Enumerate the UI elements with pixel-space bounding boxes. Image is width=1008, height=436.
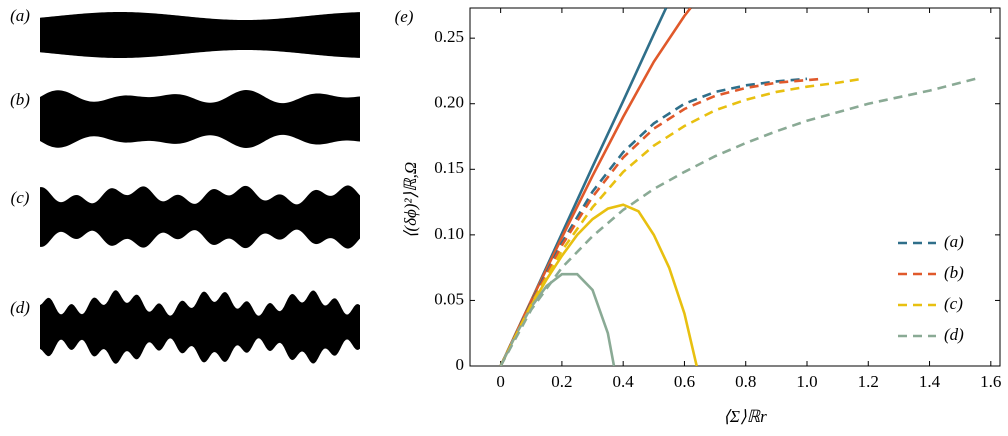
plot-frame (469, 7, 1001, 367)
series-line (499, 77, 863, 366)
series-line (499, 8, 692, 366)
x-tick-label: 0.2 (551, 372, 572, 391)
series-line (499, 77, 823, 366)
series-line (499, 203, 698, 366)
legend-label: (d) (944, 325, 964, 344)
panel-label: (d) (10, 298, 30, 317)
shape (40, 90, 360, 148)
x-tick-label: 0 (496, 372, 505, 391)
series-line (499, 77, 808, 366)
x-tick-label: 0.4 (613, 372, 635, 391)
x-tick-label: 1.2 (858, 372, 879, 391)
y-tick-label: 0.10 (434, 224, 464, 243)
y-tick-label: 0.25 (434, 27, 464, 46)
y-tick-label: 0.15 (434, 158, 464, 177)
shape (40, 290, 360, 364)
x-tick-label: 0.6 (674, 372, 695, 391)
x-axis-label: ⟨Σ⟩ℝr (723, 407, 767, 426)
x-tick-label: 0.8 (735, 372, 756, 391)
y-tick-label: 0.20 (434, 93, 464, 112)
legend-label: (c) (944, 294, 963, 313)
shape (40, 185, 360, 249)
shape (40, 12, 360, 58)
panel-label: (e) (395, 7, 414, 26)
legend-label: (a) (944, 232, 964, 251)
panel-label: (c) (11, 188, 30, 207)
x-tick-label: 1.0 (796, 372, 817, 391)
panel-label: (a) (10, 6, 30, 25)
y-axis-label: ⟨(δϕ)²⟩ℝ,Ω (401, 162, 420, 238)
legend-label: (b) (944, 263, 964, 282)
series-line (499, 77, 976, 366)
series-line (499, 272, 616, 366)
panel-label: (b) (10, 90, 30, 109)
y-tick-label: 0.05 (434, 289, 464, 308)
y-tick-label: 0 (456, 355, 465, 374)
x-tick-label: 1.6 (980, 372, 1001, 391)
x-tick-label: 1.4 (919, 372, 941, 391)
